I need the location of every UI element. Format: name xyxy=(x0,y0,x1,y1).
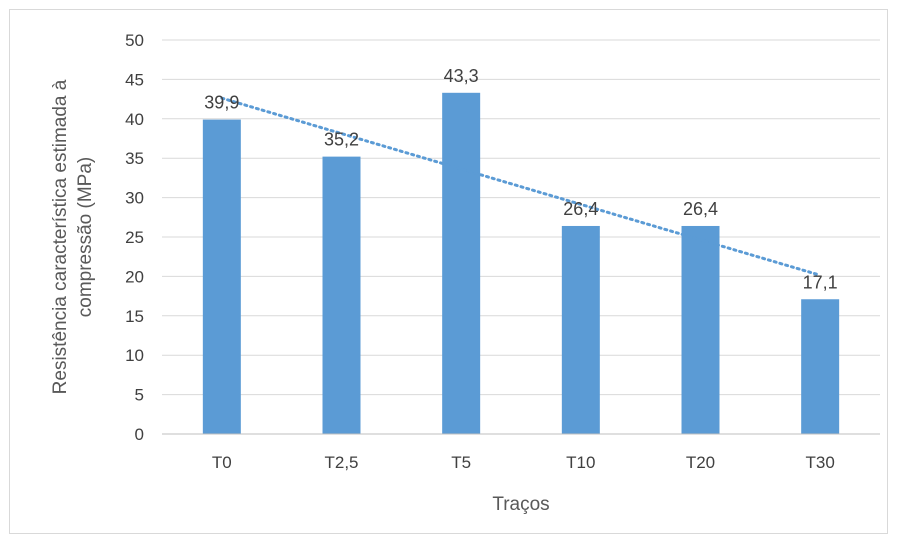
y-axis-title-line: Resistência característica estimada à xyxy=(50,79,71,394)
x-tick-label: T0 xyxy=(212,453,232,472)
data-label: 17,1 xyxy=(803,272,838,292)
bar xyxy=(442,92,481,435)
data-label: 39,9 xyxy=(204,93,239,113)
bar xyxy=(202,119,241,434)
bar xyxy=(801,299,840,434)
gridlines xyxy=(162,39,880,396)
data-label: 35,2 xyxy=(324,130,359,150)
x-axis-ticks: T0 T2,5 T5 T10 T20 T30 xyxy=(212,453,835,472)
y-tick-label: 15 xyxy=(125,307,144,326)
y-tick-label: 5 xyxy=(135,386,144,405)
bar xyxy=(322,156,361,434)
y-tick-label: 25 xyxy=(125,228,144,247)
bars xyxy=(202,92,840,435)
y-tick-label: 30 xyxy=(125,189,144,208)
x-axis-title: Traços xyxy=(492,494,549,515)
y-tick-label: 0 xyxy=(135,425,144,444)
y-axis-ticks: 0 5 10 15 20 25 30 35 40 45 50 xyxy=(125,31,144,444)
trendline xyxy=(220,96,822,277)
x-tick-label: T5 xyxy=(451,453,471,472)
y-tick-label: 45 xyxy=(125,70,144,89)
data-label: 43,3 xyxy=(444,66,479,86)
data-label: 26,4 xyxy=(563,199,598,219)
y-tick-label: 40 xyxy=(125,110,144,129)
x-tick-label: T30 xyxy=(806,453,835,472)
data-labels: 39,9 35,2 43,3 26,4 26,4 17,1 xyxy=(204,66,837,292)
bar xyxy=(681,225,720,434)
bar xyxy=(561,225,600,434)
x-tick-label: T10 xyxy=(566,453,595,472)
y-axis-title: Resistência característica estimada à com… xyxy=(50,79,96,394)
y-axis-title-line: compressão (MPa) xyxy=(75,157,96,318)
y-tick-label: 50 xyxy=(125,31,144,50)
x-tick-label: T2,5 xyxy=(324,453,358,472)
y-tick-label: 10 xyxy=(125,346,144,365)
data-label: 26,4 xyxy=(683,199,718,219)
y-tick-label: 35 xyxy=(125,149,144,168)
y-tick-label: 20 xyxy=(125,267,144,286)
x-tick-label: T20 xyxy=(686,453,715,472)
